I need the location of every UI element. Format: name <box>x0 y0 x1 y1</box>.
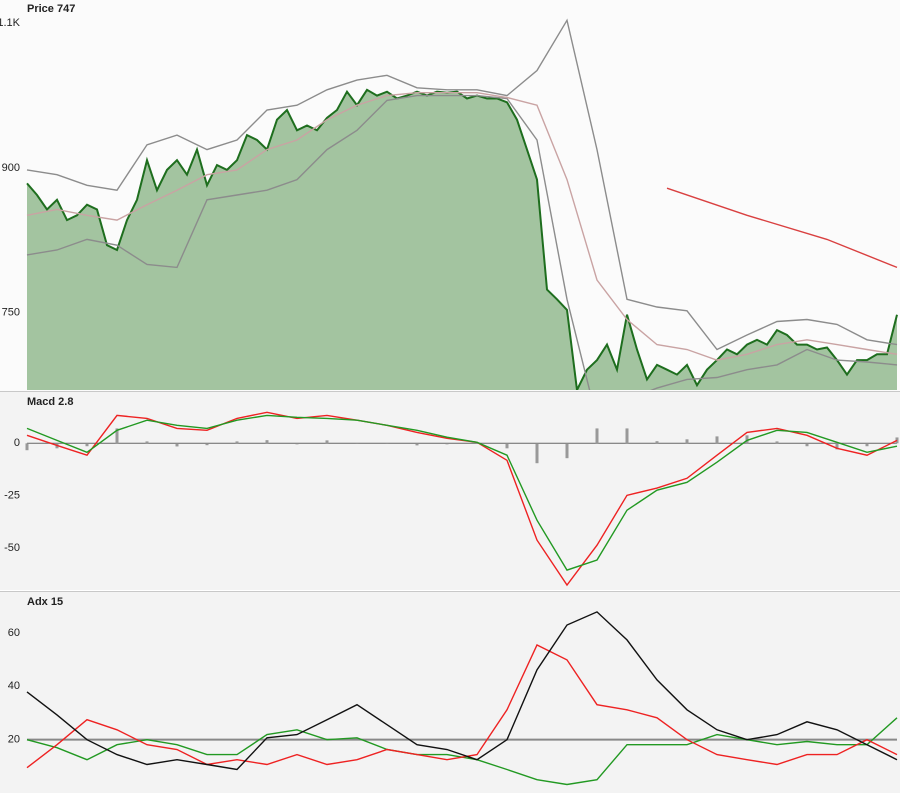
y-tick-label: 20 <box>8 734 20 746</box>
histogram-bar <box>895 437 899 444</box>
series-line <box>26 92 898 361</box>
series-line <box>666 187 898 269</box>
series-line <box>26 611 898 771</box>
histogram-bar <box>415 443 419 446</box>
histogram-bar <box>745 435 749 444</box>
histogram-bar <box>655 441 659 444</box>
histogram-bar <box>355 443 359 444</box>
y-tick-label: -50 <box>4 542 20 554</box>
panel-title: Macd 2.8 <box>27 396 73 408</box>
y-tick-label: -25 <box>4 490 20 502</box>
histogram-bar <box>505 443 509 449</box>
histogram-bar <box>175 443 179 447</box>
histogram-bar <box>295 443 299 445</box>
histogram-bar <box>865 443 869 447</box>
histogram-bar <box>625 428 629 444</box>
histogram-bar <box>325 440 329 444</box>
histogram-bar <box>145 441 149 444</box>
plot <box>26 611 898 786</box>
histogram-bar <box>445 443 449 445</box>
series-line <box>26 644 898 769</box>
histogram-bar <box>85 443 89 447</box>
histogram-bar <box>595 428 599 444</box>
y-tick-label: 750 <box>2 307 20 319</box>
histogram-bar <box>685 439 689 444</box>
y-tick-label: 1.1K <box>0 17 21 29</box>
y-tick-label: 0 <box>14 437 20 449</box>
macd-panel <box>0 392 900 590</box>
histogram-bar <box>775 441 779 444</box>
histogram-bar <box>385 443 389 444</box>
plot <box>26 18 898 390</box>
histogram-bar <box>715 436 719 444</box>
series-line <box>26 18 898 351</box>
panel-title: Adx 15 <box>27 596 63 608</box>
histogram-bar <box>835 443 839 450</box>
histogram-bar <box>535 443 539 464</box>
histogram-bar <box>475 443 479 444</box>
panel-title: Price 747 <box>27 3 75 15</box>
histogram-bar <box>265 440 269 444</box>
histogram-bar <box>25 443 29 451</box>
plot <box>25 411 899 587</box>
histogram-bar <box>805 443 809 447</box>
y-tick-label: 60 <box>8 627 20 639</box>
histogram-bar <box>115 428 119 444</box>
y-tick-label: 900 <box>2 162 20 174</box>
histogram-bar <box>565 443 569 459</box>
histogram-bar <box>205 443 209 446</box>
histogram-bar <box>235 441 239 444</box>
series-line <box>26 94 898 390</box>
series-line <box>26 414 898 571</box>
y-tick-label: 40 <box>8 680 20 692</box>
